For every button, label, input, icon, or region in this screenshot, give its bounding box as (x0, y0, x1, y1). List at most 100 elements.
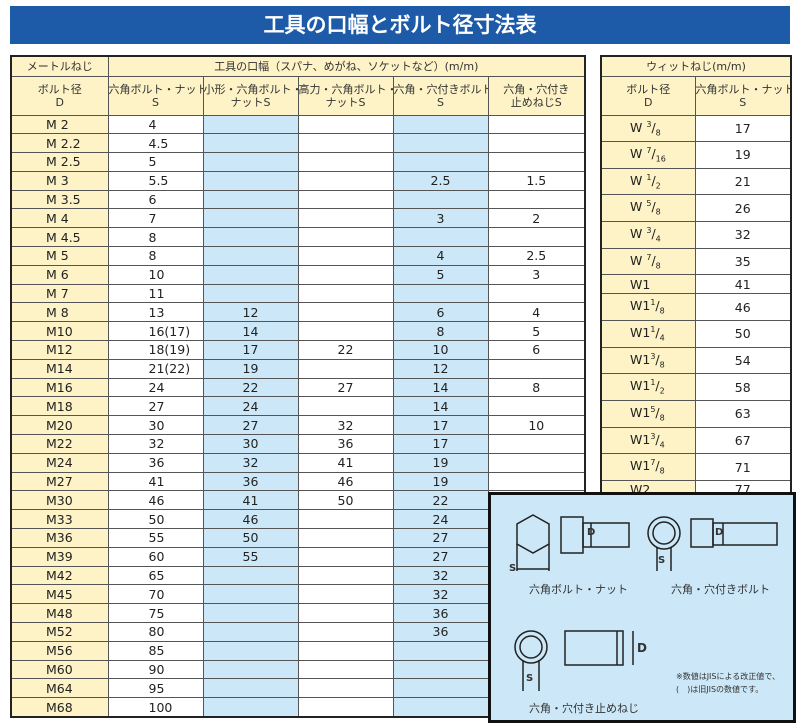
size-whole: W (630, 119, 647, 135)
table-row: M20 30 27 32 17 10 (10, 415, 586, 436)
table-row: M 3 5.5 2.5 1.5 (10, 170, 586, 191)
size-whole: W (630, 172, 647, 188)
width-cell: 50 (107, 509, 204, 530)
width-cell: 27 (202, 415, 299, 436)
width-cell: 65 (107, 565, 204, 586)
width-cell (487, 152, 586, 172)
width-cell (297, 302, 394, 323)
width-cell (202, 114, 299, 135)
table-row: W 7/8 35 (600, 247, 792, 276)
table-row: M36 55 50 27 (10, 528, 586, 548)
width-cell (202, 640, 299, 661)
fraction-numerator: 3 (646, 226, 652, 236)
bolt-size-cell: M 4.5 (10, 227, 109, 248)
width-cell (202, 603, 299, 624)
width-cell: 10 (487, 415, 586, 436)
width-cell: 19 (392, 452, 489, 473)
fraction-numerator: 3 (650, 351, 656, 361)
fraction-slash: / (651, 226, 656, 242)
size-whole: W1 (630, 405, 651, 421)
page-title: 工具の口幅とボルト径寸法表 (10, 6, 790, 44)
width-cell (202, 189, 299, 210)
table-row: W13/8 54 (600, 346, 792, 375)
width-cell: 22 (392, 490, 489, 511)
width-cell (202, 584, 299, 605)
bolt-size-cell: W13/4 (600, 426, 696, 455)
fraction-denominator: 4 (659, 440, 665, 450)
table-row: W15/8 63 (600, 399, 792, 428)
width-cell: 3 (392, 208, 489, 229)
width-cell: 8 (392, 321, 489, 342)
width-cell: 36 (392, 622, 489, 642)
size-whole: W1 (630, 378, 651, 394)
size-whole: W (630, 226, 647, 242)
bolt-size-cell: W11/4 (600, 319, 696, 348)
table-row: M10 16(17) 14 8 5 (10, 321, 586, 342)
width-cell (297, 358, 394, 379)
fraction-denominator: 4 (659, 333, 665, 343)
width-cell (392, 152, 489, 172)
width-cell (297, 509, 394, 530)
table-row: M 2.5 5 (10, 152, 586, 172)
column-header: 六角・穴付き 止めねじS (487, 75, 586, 116)
fraction-slash: / (651, 252, 656, 268)
width-cell (487, 133, 586, 154)
width-cell (202, 565, 299, 586)
width-cell: 4.5 (107, 133, 204, 154)
width-cell: 10 (107, 264, 204, 285)
width-cell (202, 264, 299, 285)
width-cell (297, 246, 394, 266)
bolt-size-cell: W11/2 (600, 373, 696, 401)
bolt-size-cell: M 5 (10, 246, 109, 266)
width-cell: 90 (107, 659, 204, 680)
bolt-size-cell: M27 (10, 471, 109, 492)
caption-set-screw: 六角・穴付き止めねじ (529, 702, 639, 715)
width-cell: 17 (202, 340, 299, 360)
width-cell (487, 396, 586, 417)
width-cell: 80 (107, 622, 204, 642)
bolt-size-cell: M64 (10, 678, 109, 699)
table-row: W 3/4 32 (600, 221, 792, 249)
bolt-size-cell: M12 (10, 340, 109, 360)
bolt-size-cell: M60 (10, 659, 109, 680)
fraction-slash: / (655, 351, 660, 367)
table-row: W17/8 71 (600, 453, 792, 481)
width-cell (392, 283, 489, 304)
width-cell (392, 114, 489, 135)
s-label: S (509, 563, 517, 574)
size-whole: W1 (630, 431, 651, 447)
bolt-size-cell: W1 (600, 274, 696, 295)
width-cell: 71 (694, 453, 792, 481)
width-cell: 36 (297, 434, 394, 454)
fraction-slash: / (655, 431, 660, 447)
table-row: M12 18(19) 17 22 10 6 (10, 340, 586, 360)
width-cell: 8 (487, 377, 586, 398)
width-cell: 5 (487, 321, 586, 342)
fraction-numerator: 1 (650, 324, 656, 334)
width-cell: 30 (202, 434, 299, 454)
d-label: D (715, 527, 724, 538)
width-cell: 22 (202, 377, 299, 398)
size-whole: W1 (630, 325, 651, 341)
bolt-size-cell: M 2.5 (10, 152, 109, 172)
bolt-size-cell: M18 (10, 396, 109, 417)
bolt-size-cell: M24 (10, 452, 109, 473)
fraction-denominator: 8 (659, 360, 665, 370)
width-cell (487, 189, 586, 210)
width-cell (297, 396, 394, 417)
table-row: M22 32 30 36 17 (10, 434, 586, 454)
set-screw-drawing (514, 630, 634, 691)
table-row: M18 27 24 14 (10, 396, 586, 417)
table-row: W11/8 46 (600, 293, 792, 321)
table-row: M 8 13 12 6 4 (10, 302, 586, 323)
fraction-slash: / (651, 172, 656, 188)
width-cell: 4 (392, 246, 489, 266)
width-cell: 27 (392, 528, 489, 548)
table-row: M 4.5 8 (10, 227, 586, 248)
width-cell: 32 (694, 221, 792, 249)
table-row: M42 65 32 (10, 565, 586, 586)
column-header: 六角・穴付きボルト S (392, 75, 489, 116)
tool-width-group-header: 工具の口幅（スパナ、めがね、ソケットなど）(m/m) (107, 55, 586, 77)
fraction-denominator: 8 (659, 306, 665, 316)
width-cell (297, 189, 394, 210)
